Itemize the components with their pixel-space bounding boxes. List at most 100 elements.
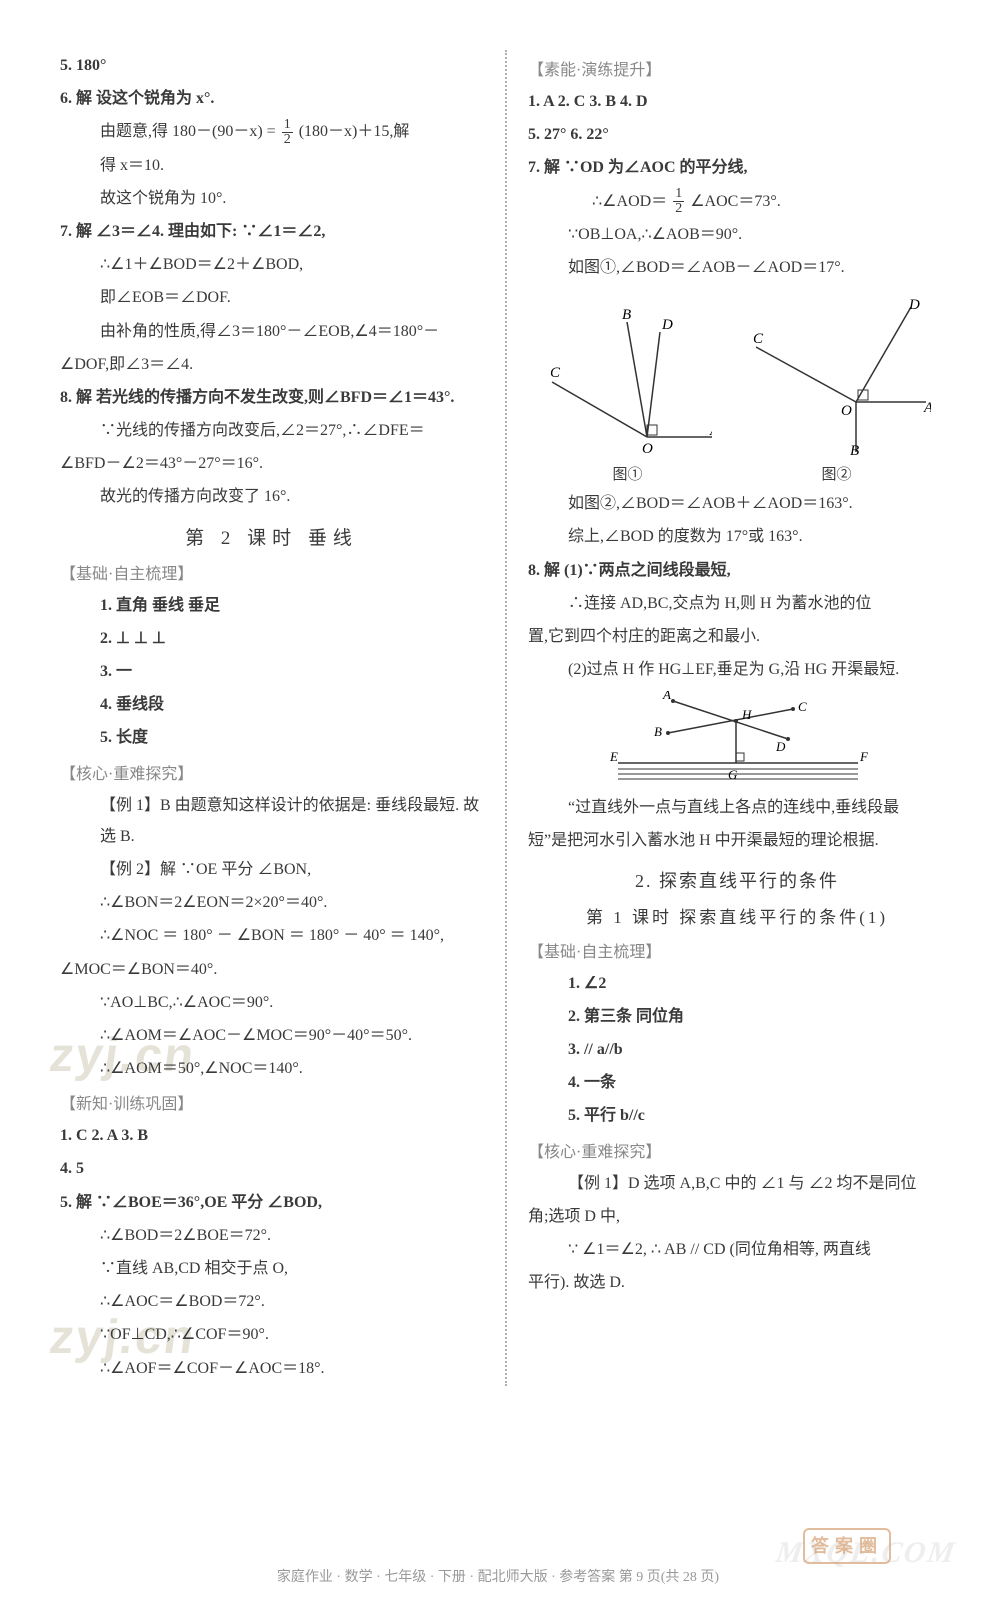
r7c: ∵OB⊥OA,∴∠AOB＝90°. (528, 219, 946, 250)
svg-text:A: A (709, 423, 712, 439)
fraction: 12 (673, 187, 684, 216)
exr1d: 平行). 故选 D. (528, 1267, 946, 1298)
train-5e: ∵OF⊥CD,∴∠COF＝90°. (60, 1319, 483, 1350)
train-5c: ∵直线 AB,CD 相交于点 O, (60, 1253, 483, 1284)
figure-1: A B D C O 图① (542, 291, 712, 484)
core-heading: 【核心·重难探究】 (60, 760, 483, 784)
right-column: 【素能·演练提升】 1. A 2. C 3. B 4. D 5. 27° 6. … (503, 50, 946, 1386)
r8f: 短”是把河水引入蓄水池 H 中开渠最短的理论根据. (528, 825, 946, 856)
r5: 5. 27° 6. 22° (528, 119, 946, 150)
lesson-1-title: 第 1 课时 探索直线平行的条件(1) (528, 903, 946, 928)
example-2f: ∴∠AOM＝∠AOC－∠MOC＝90°－40°＝50°. (60, 1020, 483, 1051)
svg-text:O: O (841, 403, 852, 419)
basis-2: 2. ⊥ ⊥ ⊥ (60, 623, 483, 654)
lesson-2-title: 第 2 课时 垂线 (60, 523, 483, 550)
example-2a: 【例 2】解 ∵OE 平分 ∠BON, (60, 854, 483, 885)
item-7-d: 由补角的性质,得∠3＝180°－∠EOB,∠4＝180°－ (60, 316, 483, 347)
example-1: 【例 1】B 由题意知这样设计的依据是: 垂线段最短. 故选 B. (60, 790, 483, 852)
svg-text:B: B (850, 443, 859, 457)
svg-text:D: D (775, 739, 786, 754)
example-2b: ∴∠BON＝2∠EON＝2×20°＝40°. (60, 887, 483, 918)
bb1: 1. ∠2 (528, 968, 946, 999)
item-8-c: ∠BFD－∠2＝43°－27°＝16°. (60, 448, 483, 479)
train-1: 1. C 2. A 3. B (60, 1120, 483, 1151)
svg-text:A: A (923, 400, 931, 416)
item-8-d: 故光的传播方向改变了 16°. (60, 481, 483, 512)
exr1c: ∵ ∠1＝∠2, ∴ AB // CD (同位角相等, 两直线 (528, 1234, 946, 1265)
r7a: 7. 解 ∵OD 为∠AOC 的平分线, (528, 152, 946, 183)
diagram-3: A B C D H E F G (608, 691, 868, 786)
example-2d: ∠MOC＝∠BON＝40°. (60, 954, 483, 985)
item-8-a: 8. 解 若光线的传播方向不发生改变,则∠BFD＝∠1＝43°. (60, 382, 483, 413)
figure-row: A B D C O 图① A B D C (528, 291, 946, 484)
item-7-b: ∴∠1＋∠BOD＝∠2＋∠BOD, (60, 249, 483, 280)
svg-text:F: F (859, 749, 868, 764)
item-7-a: 7. 解 ∠3＝∠4. 理由如下: ∵∠1＝∠2, (60, 216, 483, 247)
svg-text:C: C (753, 331, 764, 347)
basis-1: 1. 直角 垂线 垂足 (60, 590, 483, 621)
svg-text:B: B (622, 307, 631, 323)
basis-3: 3. 一 (60, 656, 483, 687)
svg-text:H: H (741, 707, 752, 722)
train-4: 4. 5 (60, 1153, 483, 1184)
item-6-c: 得 x＝10. (60, 150, 483, 181)
r8d: (2)过点 H 作 HG⊥EF,垂足为 G,沿 HG 开渠最短. (528, 654, 946, 685)
answer-stamp: 答案圈 (803, 1528, 891, 1564)
fig1-caption: 图① (542, 463, 712, 484)
text: 由题意,得 180－(90－x) = (100, 123, 280, 140)
basis-4: 4. 垂线段 (60, 689, 483, 720)
left-column: 5. 180° 6. 解 设这个锐角为 x°. 由题意,得 180－(90－x)… (60, 50, 503, 1386)
fig2-caption: 图② (741, 463, 931, 484)
example-2c: ∴∠NOC ＝ 180° － ∠BON ＝ 180° － 40° ＝ 140°, (60, 920, 483, 951)
svg-text:D: D (908, 297, 920, 313)
core2-heading: 【核心·重难探究】 (528, 1138, 946, 1162)
up-heading: 【素能·演练提升】 (528, 56, 946, 80)
text: (180－x)＋15,解 (299, 123, 410, 140)
text: ∠AOC＝73°. (690, 193, 781, 210)
item-6-a: 6. 解 设这个锐角为 x°. (60, 83, 483, 114)
exr1a: 【例 1】D 选项 A,B,C 中的 ∠1 与 ∠2 均不是同位 (528, 1168, 946, 1199)
train-5b: ∴∠BOD＝2∠BOE＝72°. (60, 1220, 483, 1251)
section-2-title: 2. 探索直线平行的条件 (528, 867, 946, 893)
r7e: 如图②,∠BOD＝∠AOB＋∠AOD＝163°. (528, 488, 946, 519)
page-columns: 5. 180° 6. 解 设这个锐角为 x°. 由题意,得 180－(90－x)… (60, 50, 946, 1386)
svg-text:B: B (654, 724, 662, 739)
basis-5: 5. 长度 (60, 722, 483, 753)
item-5: 5. 180° (60, 50, 483, 81)
r7b: ∴∠AOD＝ 12 ∠AOC＝73°. (528, 186, 946, 217)
bb3: 3. // a//b (528, 1034, 946, 1065)
diagram-1: A B D C O (542, 297, 712, 457)
example-2e: ∵AO⊥BC,∴∠AOC＝90°. (60, 987, 483, 1018)
svg-text:A: A (662, 691, 671, 702)
example-2g: ∴∠AOM＝50°,∠NOC＝140°. (60, 1053, 483, 1084)
train-5a: 5. 解 ∵∠BOE＝36°,OE 平分 ∠BOD, (60, 1187, 483, 1218)
text: ∴∠AOD＝ (592, 193, 667, 210)
page-footer: 家庭作业 · 数学 · 七年级 · 下册 · 配北师大版 · 参考答案 第 9 … (0, 1566, 996, 1586)
svg-text:E: E (609, 749, 618, 764)
bb2: 2. 第三条 同位角 (528, 1001, 946, 1032)
item-6-b: 由题意,得 180－(90－x) = 12 (180－x)＋15,解 (60, 116, 483, 147)
r8b: ∴连接 AD,BC,交点为 H,则 H 为蓄水池的位 (528, 588, 946, 619)
fraction: 12 (282, 118, 293, 147)
r7f: 综上,∠BOD 的度数为 17°或 163°. (528, 521, 946, 552)
svg-text:G: G (728, 767, 738, 782)
r8c: 置,它到四个村庄的距离之和最小. (528, 621, 946, 652)
train-heading: 【新知·训练巩固】 (60, 1090, 483, 1114)
item-7-e: ∠DOF,即∠3＝∠4. (60, 349, 483, 380)
diagram-2: A B D C O (741, 297, 931, 457)
item-6-d: 故这个锐角为 10°. (60, 183, 483, 214)
figure-2: A B D C O 图② (741, 291, 931, 484)
item-7-c: 即∠EOB＝∠DOF. (60, 282, 483, 313)
svg-text:O: O (642, 441, 653, 457)
r7d: 如图①,∠BOD＝∠AOB－∠AOD＝17°. (528, 252, 946, 283)
r8e: “过直线外一点与直线上各点的连线中,垂线段最 (528, 792, 946, 823)
item-8-b: ∵光线的传播方向改变后,∠2＝27°,∴∠DFE＝ (60, 415, 483, 446)
svg-text:C: C (798, 699, 807, 714)
basis2-heading: 【基础·自主梳理】 (528, 938, 946, 962)
basis-heading: 【基础·自主梳理】 (60, 560, 483, 584)
svg-text:C: C (550, 365, 561, 381)
r8a: 8. 解 (1)∵两点之间线段最短, (528, 555, 946, 586)
svg-text:D: D (661, 317, 673, 333)
train-5f: ∴∠AOF＝∠COF－∠AOC＝18°. (60, 1353, 483, 1384)
r1: 1. A 2. C 3. B 4. D (528, 86, 946, 117)
